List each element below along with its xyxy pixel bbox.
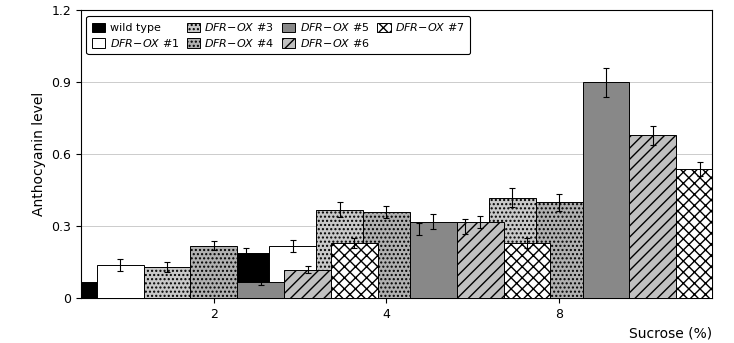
Bar (489, 198, 536, 298)
Bar (395, 229, 442, 298)
Bar (331, 243, 378, 298)
Bar (442, 226, 489, 298)
Bar (583, 82, 629, 298)
Bar (269, 246, 316, 298)
Bar (190, 246, 237, 298)
Bar (144, 267, 190, 298)
Legend: wild type, $\it{DFR{-}OX\ \#1}$, $\it{DFR{-}OX\ \#3}$, $\it{DFR{-}OX\ \#4}$, $\i: wild type, $\it{DFR{-}OX\ \#1}$, $\it{DF… (87, 16, 470, 54)
Bar (536, 202, 583, 298)
Bar (504, 243, 550, 298)
Bar (97, 265, 144, 298)
X-axis label: Sucrose (%): Sucrose (%) (629, 327, 712, 341)
Bar (676, 169, 723, 298)
Y-axis label: Anthocyanin level: Anthocyanin level (32, 92, 46, 216)
Bar (237, 282, 284, 298)
Bar (284, 270, 331, 298)
Bar (410, 222, 457, 298)
Bar (50, 282, 97, 298)
Bar (457, 222, 504, 298)
Bar (629, 135, 676, 298)
Bar (316, 210, 363, 298)
Bar (222, 253, 269, 298)
Bar (363, 212, 410, 298)
